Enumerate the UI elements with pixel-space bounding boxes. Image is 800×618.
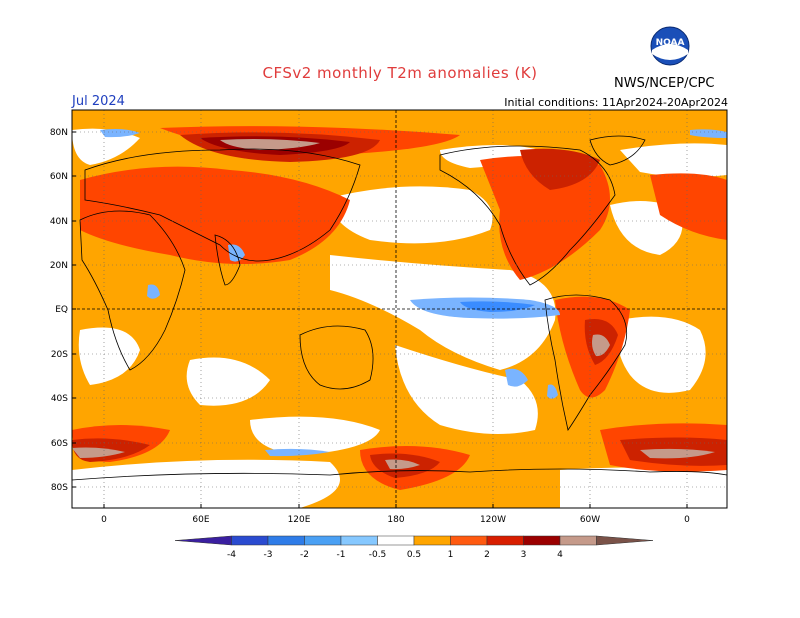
colorbar-label: 3	[521, 550, 527, 560]
colorbar-swatch	[596, 535, 654, 546]
warm-1-2-eurasia	[80, 166, 350, 264]
longitude-labels: 0 60E 120E 180 120W 60W 0	[101, 504, 690, 525]
latitude-labels: 80N 60N 40N 20N EQ 20S 40S 60S 80S	[50, 128, 76, 493]
coast-australia	[299, 325, 374, 390]
cool-anomaly-south-atlantic	[547, 384, 558, 399]
colorbar-label: 1	[448, 550, 454, 560]
warm-above-4-southern-ocean-central	[385, 459, 420, 470]
lon-label-2: 120E	[288, 515, 311, 525]
colorbar-swatch	[267, 535, 305, 546]
neutral-area-arctic-west	[72, 128, 140, 165]
lon-label-4: 120W	[480, 515, 506, 525]
colorbar-label: -1	[337, 550, 346, 560]
cool-anomaly-southern-ocean	[265, 448, 330, 457]
cool-anomaly-south-pacific	[505, 368, 528, 387]
lat-label-60n: 60N	[50, 172, 68, 182]
lat-label-20s: 20S	[51, 350, 68, 360]
coast-greenland	[589, 135, 646, 166]
map-title: CFSv2 monthly T2m anomalies (K)	[262, 64, 538, 82]
lat-label-80s: 80S	[51, 483, 68, 493]
lon-label-0: 0	[101, 515, 107, 525]
neutral-area-arctic-ocean	[440, 145, 540, 168]
lat-label-40s: 40S	[51, 394, 68, 404]
colorbar-label: 4	[557, 550, 563, 560]
colorbar-swatch	[231, 535, 269, 546]
warm-above-4-south-america	[592, 334, 610, 357]
coast-india	[214, 234, 241, 286]
colorbar-swatch	[304, 535, 342, 546]
colorbar-swatch	[523, 535, 561, 546]
agency-label: NWS/NCEP/CPC	[614, 76, 715, 91]
colorbar-label: -2	[300, 550, 309, 560]
noaa-logo: NOAA	[650, 26, 690, 66]
coast-eurasia	[84, 148, 361, 262]
coastlines	[72, 135, 727, 481]
cool-anomaly-arctic-west	[100, 129, 140, 138]
coast-africa	[79, 210, 186, 371]
warm-2-3-canada	[520, 148, 600, 190]
neutral-area-south-atlantic	[617, 316, 706, 393]
lon-label-6: 0	[684, 515, 690, 525]
neutral-area-south-indian-ocean	[250, 416, 380, 455]
neutral-area-indian	[78, 327, 140, 385]
lat-label-20n: 20N	[50, 261, 68, 271]
initial-conditions: Initial conditions: 11Apr2024-20Apr2024	[504, 96, 728, 109]
neutral-area-antarctic-east	[560, 467, 727, 508]
warm-above-4-southern-ocean-east	[640, 448, 715, 459]
neutral-area-antarctic	[72, 459, 340, 508]
reference-lines	[72, 110, 727, 508]
colorbar-label: -0.5	[369, 550, 387, 560]
warm-above-4-southern-ocean-west	[72, 447, 125, 458]
lon-label-5: 60W	[580, 515, 600, 525]
colorbar-swatch	[486, 535, 524, 546]
forecast-month: Jul 2024	[72, 94, 125, 109]
lon-label-1: 60E	[192, 515, 209, 525]
neutral-area-north-pacific	[330, 186, 493, 244]
cool-anomaly-africa	[147, 284, 160, 299]
lat-label-40n: 40N	[50, 217, 68, 227]
colorbar-swatch	[559, 535, 597, 546]
colorbar-label: 2	[484, 550, 490, 560]
warm-1-2-north-atlantic	[650, 173, 727, 240]
colorbar: -4 -3 -2 -1 -0.5 0.5 1 2 3 4	[174, 535, 654, 560]
lat-label-80n: 80N	[50, 128, 68, 138]
colorbar-swatch	[377, 535, 415, 546]
neutral-area-arctic-east	[620, 143, 727, 177]
colorbar-swatch	[450, 535, 488, 546]
lat-label-eq: EQ	[55, 305, 68, 315]
lon-label-3: 180	[387, 515, 404, 525]
cool-anomaly-arctic-east	[690, 129, 727, 138]
colorbar-label: 0.5	[407, 550, 421, 560]
colorbar-label: -4	[227, 550, 236, 560]
coast-north-america	[439, 145, 616, 286]
warm-1-2-north-america	[480, 156, 610, 280]
coast-antarctica	[72, 468, 727, 481]
neutral-area-south-pacific	[395, 345, 538, 434]
svg-text:NOAA: NOAA	[656, 38, 685, 48]
colorbar-label: -3	[264, 550, 273, 560]
neutral-area-indian-south	[186, 357, 270, 406]
lat-label-60s: 60S	[51, 439, 68, 449]
colorbar-swatch	[174, 535, 232, 546]
colorbar-swatch	[413, 535, 451, 546]
colorbar-swatch	[340, 535, 378, 546]
warm-above-4-siberia	[220, 139, 320, 150]
